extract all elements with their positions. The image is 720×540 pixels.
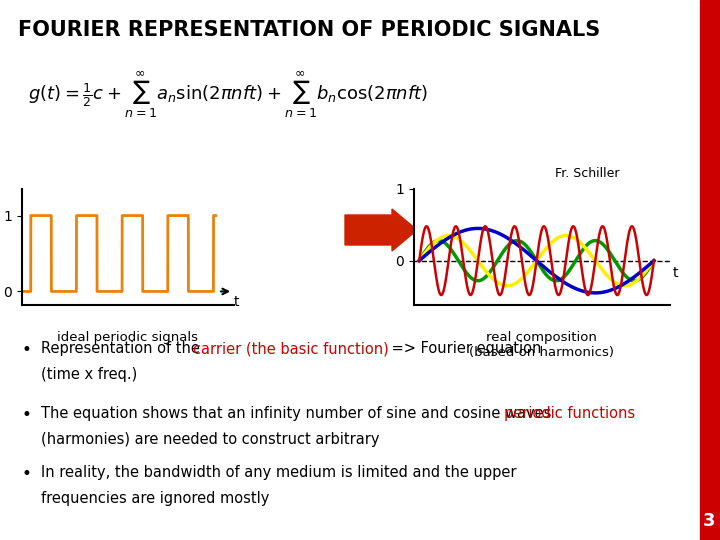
Text: Representation of the: Representation of the <box>41 341 204 356</box>
Text: Fr. Schiller: Fr. Schiller <box>554 167 619 180</box>
Text: •: • <box>22 406 32 424</box>
Text: t: t <box>672 266 678 280</box>
Text: •: • <box>22 341 32 359</box>
Text: => Fourier equation: => Fourier equation <box>387 341 541 356</box>
Text: The equation shows that an infinity number of sine and cosine waves: The equation shows that an infinity numb… <box>41 406 552 421</box>
FancyArrow shape <box>345 209 417 251</box>
Text: (harmonies) are needed to construct arbitrary: (harmonies) are needed to construct arbi… <box>41 432 384 447</box>
Text: •: • <box>22 465 32 483</box>
Bar <box>700 0 720 540</box>
Text: (time x freq.): (time x freq.) <box>41 367 138 382</box>
Text: FOURIER REPRESENTATION OF PERIODIC SIGNALS: FOURIER REPRESENTATION OF PERIODIC SIGNA… <box>18 20 600 40</box>
Text: carrier (the basic function): carrier (the basic function) <box>193 341 389 356</box>
Text: t: t <box>234 295 240 309</box>
Text: In reality, the bandwidth of any medium is limited and the upper: In reality, the bandwidth of any medium … <box>41 465 516 481</box>
Text: $g(t) = \frac{1}{2}c + \sum_{n=1}^{\infty} a_n \sin(2\pi nft) + \sum_{n=1}^{\inf: $g(t) = \frac{1}{2}c + \sum_{n=1}^{\inft… <box>28 70 428 120</box>
Text: periodic functions: periodic functions <box>504 406 635 421</box>
Text: frequencies are ignored mostly: frequencies are ignored mostly <box>41 491 269 507</box>
Text: ideal periodic signals: ideal periodic signals <box>58 330 198 343</box>
Text: real composition
(based on harmonics): real composition (based on harmonics) <box>469 330 614 359</box>
Text: 3: 3 <box>703 512 715 530</box>
